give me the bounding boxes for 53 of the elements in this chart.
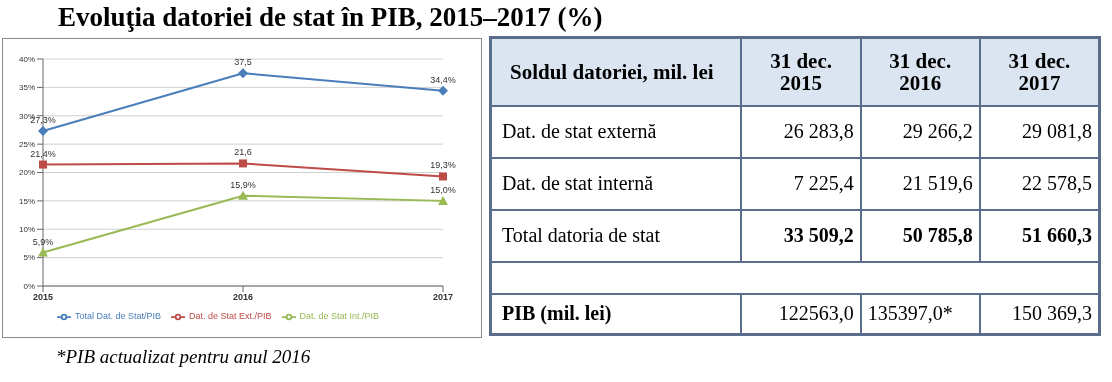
data-label: 19,3% <box>430 160 456 171</box>
data-label: 15,0% <box>430 184 456 195</box>
point <box>38 126 48 137</box>
point <box>239 159 247 168</box>
data-label: 21,6 <box>234 147 252 158</box>
y-tick-label: 0% <box>23 281 35 291</box>
point <box>238 68 248 79</box>
text: 26 283,8 <box>783 120 854 142</box>
y-tick-label: 10% <box>18 225 35 235</box>
text: 150 369,3 <box>1012 302 1092 324</box>
point <box>438 85 448 96</box>
category-label: Dat. de stat externă <box>502 120 657 142</box>
x-tick-label: 2017 <box>432 292 454 303</box>
category-label: 31 dec. 2015 <box>741 37 861 106</box>
text: 135397,0* <box>867 302 953 324</box>
data-label: 5,9% <box>32 236 54 247</box>
category-label: PIB (mil. lei) <box>502 302 612 324</box>
text: 50 785,8 <box>902 224 973 246</box>
text: 29 266,2 <box>902 120 973 142</box>
data-label: 34,4% <box>430 74 456 85</box>
text: 21 519,6 <box>902 172 973 194</box>
text: 122563,0 <box>778 302 854 324</box>
chart-title: Evoluţia datoriei de stat în PIB, 2015–2017 (%) <box>58 2 603 33</box>
y-tick-label: 35% <box>18 83 35 93</box>
category-label: 31 dec. 2016 <box>860 37 980 106</box>
x-tick-label: 2015 <box>32 292 54 303</box>
point <box>238 190 248 200</box>
point <box>39 160 47 169</box>
text: 33 509,2 <box>783 224 854 246</box>
category-label: 31 dec. 2017 <box>979 37 1100 106</box>
legend-label: Dat. de Stat Ext./PIB <box>188 311 272 322</box>
y-tick-label: 5% <box>23 253 35 263</box>
text: *PIB actualizat pentru anul 2016 <box>56 346 311 367</box>
y-tick-label: 20% <box>18 168 35 178</box>
x-tick-label: 2016 <box>232 292 254 303</box>
text: 7 225,4 <box>793 172 854 194</box>
y-tick-label: 25% <box>18 139 35 149</box>
point <box>38 247 48 257</box>
category-label: Dat. de stat internă <box>502 172 654 194</box>
legend-label: Dat. de Stat Int./PIB <box>299 311 380 322</box>
text: 29 081,8 <box>1022 120 1092 142</box>
category-label: Total datoria de stat <box>502 224 660 246</box>
point <box>439 172 447 181</box>
y-tick-label: 40% <box>18 54 35 64</box>
legend-label: Total Dat. de Stat/PIB <box>74 311 161 322</box>
point <box>438 195 448 205</box>
data-label: 15,9% <box>230 179 256 190</box>
data-label: 21,4% <box>30 148 56 159</box>
y-tick-label: 15% <box>18 196 35 206</box>
data-label: 37,5 <box>234 57 252 68</box>
text: 51 660,3 <box>1022 224 1092 246</box>
text: Soldul datoriei, mil. lei <box>490 37 742 106</box>
text: 22 578,5 <box>1022 172 1092 194</box>
